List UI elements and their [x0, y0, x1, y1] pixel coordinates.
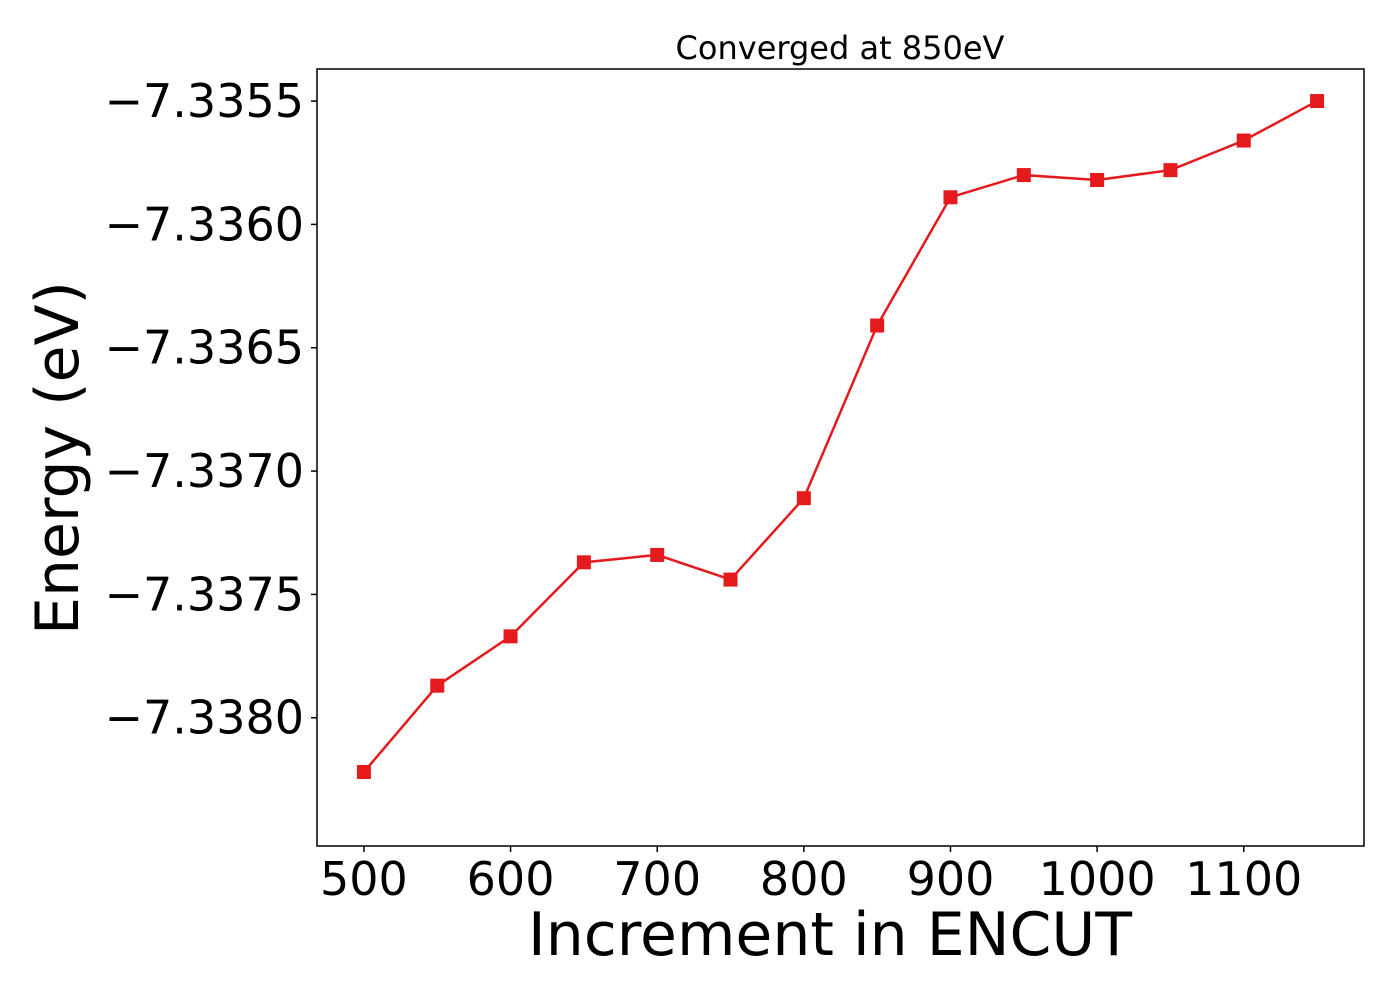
x-tick-label: 500 — [320, 852, 408, 906]
plot-area — [316, 68, 1365, 847]
x-tick-label: 600 — [467, 852, 555, 906]
x-tick-label: 1100 — [1185, 852, 1302, 906]
data-point-marker — [1163, 163, 1178, 178]
data-point-marker — [1016, 168, 1031, 183]
data-point-marker — [356, 765, 371, 779]
series-layer — [356, 94, 1325, 779]
data-point-marker — [650, 547, 665, 562]
data-point-marker — [503, 629, 518, 644]
y-tick-label: −7.3380 — [105, 691, 305, 745]
data-point-marker — [1090, 173, 1105, 187]
y-tick-label: −7.3355 — [105, 74, 305, 128]
data-point-marker — [870, 318, 885, 333]
y-tick-label: −7.3365 — [105, 321, 305, 375]
x-tick-label: 700 — [613, 852, 701, 906]
chart-title: Converged at 850eV — [676, 29, 1005, 67]
data-point-marker — [723, 572, 738, 587]
data-point-marker — [1236, 133, 1251, 148]
data-point-marker — [576, 555, 591, 570]
y-tick-label: −7.3360 — [105, 197, 305, 251]
x-axis-label: Increment in ENCUT — [528, 900, 1132, 970]
y-axis-ticks: −7.3355 −7.3360 −7.3365 −7.3370 −7.3375 −7.33… — [105, 74, 317, 745]
y-tick-label: −7.3370 — [105, 444, 305, 498]
y-tick-label: −7.3375 — [105, 567, 305, 621]
y-axis-label: Energy (eV) — [23, 281, 93, 635]
data-point-marker — [796, 491, 811, 506]
x-tick-label: 900 — [907, 852, 995, 906]
x-tick-label: 800 — [760, 852, 848, 906]
data-point-marker — [430, 678, 445, 693]
x-axis-ticks: 500 600 700 800 900 1000 1100 — [320, 846, 1302, 906]
x-tick-label: 1000 — [1039, 852, 1156, 906]
data-point-marker — [943, 190, 958, 205]
series-line — [362, 99, 1318, 773]
data-point-marker — [1310, 94, 1325, 109]
